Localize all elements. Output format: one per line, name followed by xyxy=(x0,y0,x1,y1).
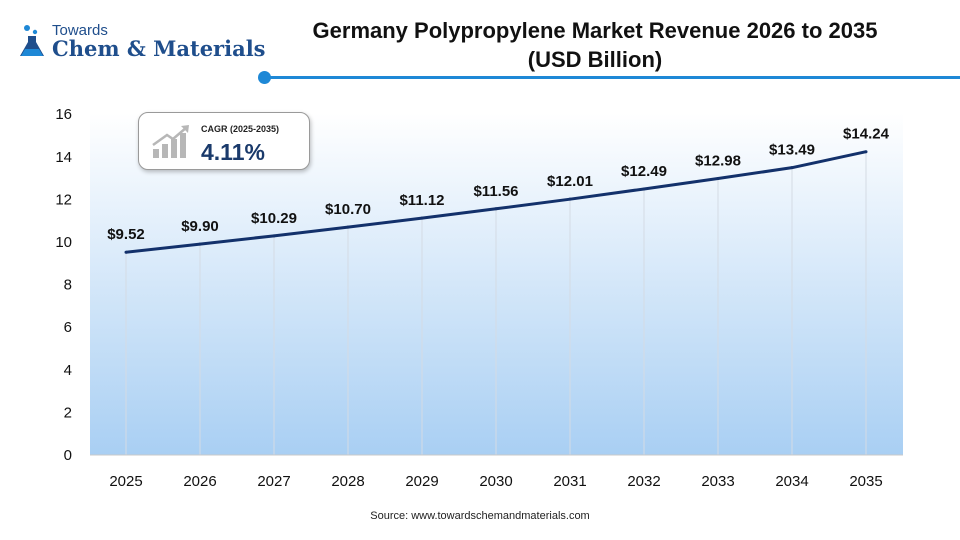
y-tick-2: 2 xyxy=(64,404,72,421)
data-point-2034 xyxy=(790,166,794,170)
data-label-2034: $13.49 xyxy=(769,142,815,159)
x-tick-2025: 2025 xyxy=(109,473,142,490)
x-tick-2033: 2033 xyxy=(701,473,734,490)
y-tick-16: 16 xyxy=(55,106,72,123)
x-tick-2034: 2034 xyxy=(775,473,808,490)
data-label-2032: $12.49 xyxy=(621,163,667,180)
data-label-2027: $10.29 xyxy=(251,210,297,227)
y-axis-ticks: 0 2 4 6 8 10 12 14 16 xyxy=(55,106,72,464)
data-point-2029 xyxy=(420,216,424,220)
data-labels: $9.52 $9.90 $10.29 $10.70 $11.12 $11.56 $12.01… xyxy=(107,126,889,244)
data-point-2025 xyxy=(124,250,128,254)
cagr-value: 4.11% xyxy=(201,139,265,165)
x-tick-2035: 2035 xyxy=(849,473,882,490)
title-line-2: (USD Billion) xyxy=(527,47,663,72)
flask-icon xyxy=(20,25,44,56)
logo-main-text: Chem & Materials xyxy=(52,36,266,61)
chart-title: Germany Polypropylene Market Revenue 202… xyxy=(270,16,920,74)
data-label-2033: $12.98 xyxy=(695,153,741,170)
gridlines xyxy=(125,151,867,455)
x-tick-2032: 2032 xyxy=(627,473,660,490)
y-tick-10: 10 xyxy=(55,234,72,251)
data-points xyxy=(124,150,868,254)
data-label-2030: $11.56 xyxy=(473,183,518,200)
cagr-label: CAGR (2025-2035) xyxy=(201,124,280,134)
y-tick-8: 8 xyxy=(64,277,72,294)
y-tick-0: 0 xyxy=(64,447,72,464)
title-underline-dot xyxy=(258,71,271,84)
data-label-2029: $11.12 xyxy=(399,192,444,209)
data-point-2033 xyxy=(716,177,720,181)
logo-top-text: Towards xyxy=(52,22,108,39)
title-underline xyxy=(268,76,960,79)
y-tick-4: 4 xyxy=(64,362,72,379)
data-label-2026: $9.90 xyxy=(181,218,219,235)
data-point-2026 xyxy=(198,242,202,246)
x-tick-2028: 2028 xyxy=(331,473,364,490)
cagr-callout: CAGR (2025-2035) 4.11% xyxy=(138,112,310,170)
brand-logo: Towards Chem & Materials xyxy=(16,20,266,70)
growth-chart-icon xyxy=(152,125,189,158)
data-point-2028 xyxy=(346,225,350,229)
data-label-2028: $10.70 xyxy=(325,201,371,218)
data-point-2027 xyxy=(272,234,276,238)
data-label-2025: $9.52 xyxy=(107,226,145,243)
x-tick-2030: 2030 xyxy=(479,473,512,490)
x-tick-2026: 2026 xyxy=(183,473,216,490)
x-axis-ticks: 2025 2026 2027 2028 2029 2030 2031 2032 2033 2034… xyxy=(109,473,882,490)
source-note: Source: www.towardschemandmaterials.com xyxy=(370,510,590,522)
x-tick-2031: 2031 xyxy=(553,473,586,490)
title-line-1: Germany Polypropylene Market Revenue 202… xyxy=(312,18,878,43)
y-tick-14: 14 xyxy=(55,149,72,166)
x-tick-2027: 2027 xyxy=(257,473,290,490)
y-tick-6: 6 xyxy=(64,319,72,336)
x-tick-2029: 2029 xyxy=(405,473,438,490)
data-point-2031 xyxy=(568,197,572,201)
data-point-2032 xyxy=(642,187,646,191)
data-label-2031: $12.01 xyxy=(547,173,593,190)
data-point-2035 xyxy=(864,150,868,154)
data-label-2035: $14.24 xyxy=(843,126,890,143)
y-tick-12: 12 xyxy=(55,191,72,208)
data-point-2030 xyxy=(494,207,498,211)
